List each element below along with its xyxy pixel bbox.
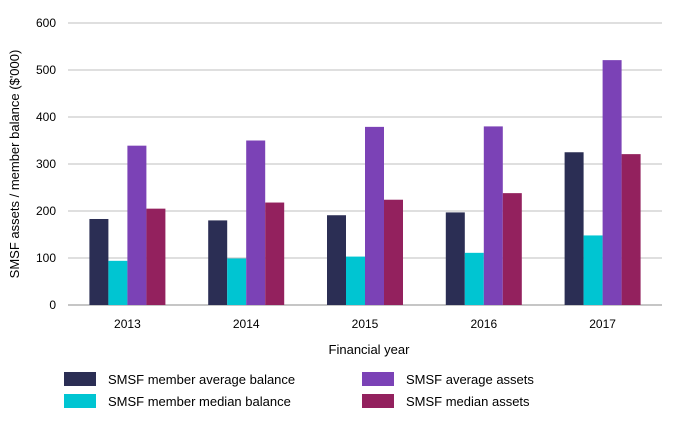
bar [146, 208, 166, 305]
legend-label: SMSF member median balance [108, 393, 291, 409]
legend: SMSF member average balance SMSF member m… [0, 362, 689, 426]
y-tick-label: 200 [36, 204, 56, 218]
x-axis-title: Financial year [329, 342, 411, 357]
legend-label: SMSF member average balance [108, 371, 296, 387]
legend-label: SMSF average assets [406, 371, 534, 387]
bar [445, 212, 465, 305]
bar [464, 252, 484, 305]
bar [483, 126, 503, 306]
bar [384, 199, 403, 305]
legend-swatch [64, 372, 96, 386]
bar-chart: 0 100 200 300 400 500 600 2013 2014 2015 2016 2017… [7, 16, 662, 357]
x-tick-label: 2013 [114, 317, 141, 331]
bar [564, 152, 584, 305]
bar [89, 218, 109, 305]
bar [502, 193, 522, 305]
bars [89, 60, 641, 306]
bar [127, 145, 147, 305]
bar [108, 260, 128, 305]
y-tick-label: 100 [36, 251, 56, 265]
y-tick-label: 500 [36, 63, 56, 77]
bar [365, 126, 384, 306]
legend-item: SMSF average assets [362, 369, 534, 389]
bar [621, 154, 641, 305]
y-tick-label: 600 [36, 16, 56, 30]
legend-swatch [362, 372, 394, 386]
x-tick-label: 2014 [233, 317, 260, 331]
y-tick-label: 0 [49, 298, 56, 312]
bar [246, 140, 266, 305]
legend-item: SMSF member average balance [64, 369, 295, 389]
x-tick-labels: 2013 2014 2015 2016 2017 [114, 317, 616, 331]
x-tick-label: 2017 [589, 317, 616, 331]
legend-item: SMSF median assets [362, 391, 530, 411]
bar [227, 258, 247, 305]
legend-label: SMSF median assets [406, 393, 530, 409]
y-tick-label: 300 [36, 157, 56, 171]
legend-swatch [362, 394, 394, 408]
bar [265, 202, 285, 305]
legend-item: SMSF member median balance [64, 391, 291, 411]
x-tick-label: 2015 [352, 317, 379, 331]
bar [602, 60, 622, 305]
x-tick-label: 2016 [470, 317, 497, 331]
bar [346, 256, 365, 305]
y-axis-title: SMSF assets / member balance ($'000) [7, 50, 22, 279]
y-tick-label: 400 [36, 110, 56, 124]
y-tick-labels: 0 100 200 300 400 500 600 [36, 16, 56, 312]
bar [327, 215, 346, 305]
bar [208, 220, 228, 305]
legend-swatch [64, 394, 96, 408]
bar [583, 235, 603, 305]
